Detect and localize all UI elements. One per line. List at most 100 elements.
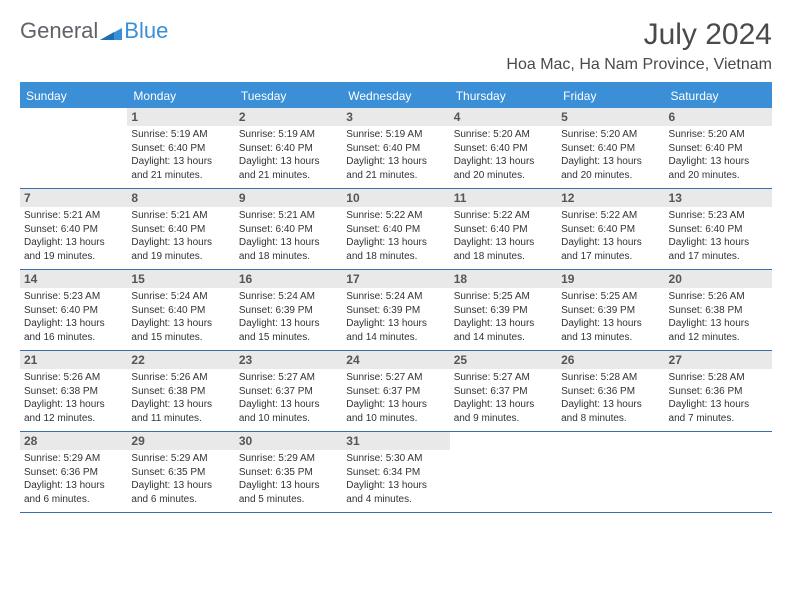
day-number: 5: [561, 110, 660, 124]
day-number: 29: [131, 434, 230, 448]
sunset-text: Sunset: 6:35 PM: [131, 466, 230, 480]
sunset-text: Sunset: 6:40 PM: [561, 223, 660, 237]
sunrise-text: Sunrise: 5:22 AM: [561, 209, 660, 223]
sunset-text: Sunset: 6:40 PM: [669, 223, 768, 237]
day-number: 1: [131, 110, 230, 124]
day-number: 19: [561, 272, 660, 286]
day-cell: [450, 432, 557, 512]
day-cell: [20, 108, 127, 188]
sunset-text: Sunset: 6:36 PM: [561, 385, 660, 399]
sunrise-text: Sunrise: 5:20 AM: [454, 128, 553, 142]
calendar-page: General Blue July 2024 Hoa Mac, Ha Nam P…: [0, 0, 792, 531]
day-header: Monday: [127, 84, 234, 108]
sunrise-text: Sunrise: 5:22 AM: [454, 209, 553, 223]
day-number-wrap: 2: [235, 108, 342, 126]
day-cell: 11Sunrise: 5:22 AMSunset: 6:40 PMDayligh…: [450, 189, 557, 269]
day-cell: 15Sunrise: 5:24 AMSunset: 6:40 PMDayligh…: [127, 270, 234, 350]
daylight-text: Daylight: 13 hours and 11 minutes.: [131, 398, 230, 425]
day-cell: 17Sunrise: 5:24 AMSunset: 6:39 PMDayligh…: [342, 270, 449, 350]
day-cell: [557, 432, 664, 512]
day-number-wrap: 23: [235, 351, 342, 369]
logo-triangle-icon: [100, 22, 122, 40]
daylight-text: Daylight: 13 hours and 21 minutes.: [239, 155, 338, 182]
day-number-wrap: 27: [665, 351, 772, 369]
day-number: 13: [669, 191, 768, 205]
sunset-text: Sunset: 6:39 PM: [561, 304, 660, 318]
daylight-text: Daylight: 13 hours and 17 minutes.: [669, 236, 768, 263]
day-cell: 4Sunrise: 5:20 AMSunset: 6:40 PMDaylight…: [450, 108, 557, 188]
day-number: 30: [239, 434, 338, 448]
logo: General Blue: [20, 18, 168, 44]
sunrise-text: Sunrise: 5:19 AM: [239, 128, 338, 142]
day-number: 3: [346, 110, 445, 124]
sunset-text: Sunset: 6:35 PM: [239, 466, 338, 480]
sunrise-text: Sunrise: 5:27 AM: [346, 371, 445, 385]
day-number: 6: [669, 110, 768, 124]
day-number-wrap: 22: [127, 351, 234, 369]
sunrise-text: Sunrise: 5:26 AM: [131, 371, 230, 385]
day-number-wrap: 13: [665, 189, 772, 207]
sunrise-text: Sunrise: 5:27 AM: [239, 371, 338, 385]
day-header: Sunday: [20, 84, 127, 108]
sunrise-text: Sunrise: 5:25 AM: [454, 290, 553, 304]
day-cell: 12Sunrise: 5:22 AMSunset: 6:40 PMDayligh…: [557, 189, 664, 269]
daylight-text: Daylight: 13 hours and 14 minutes.: [346, 317, 445, 344]
sunrise-text: Sunrise: 5:29 AM: [131, 452, 230, 466]
day-number: 31: [346, 434, 445, 448]
sunset-text: Sunset: 6:39 PM: [346, 304, 445, 318]
sunrise-text: Sunrise: 5:26 AM: [669, 290, 768, 304]
week-row: 7Sunrise: 5:21 AMSunset: 6:40 PMDaylight…: [20, 189, 772, 270]
daylight-text: Daylight: 13 hours and 20 minutes.: [669, 155, 768, 182]
sunset-text: Sunset: 6:40 PM: [239, 142, 338, 156]
day-number: 4: [454, 110, 553, 124]
day-cell: 23Sunrise: 5:27 AMSunset: 6:37 PMDayligh…: [235, 351, 342, 431]
day-number-wrap: 26: [557, 351, 664, 369]
day-number-wrap: 5: [557, 108, 664, 126]
day-number: 20: [669, 272, 768, 286]
sunrise-text: Sunrise: 5:23 AM: [24, 290, 123, 304]
daylight-text: Daylight: 13 hours and 6 minutes.: [131, 479, 230, 506]
daylight-text: Daylight: 13 hours and 21 minutes.: [346, 155, 445, 182]
sunrise-text: Sunrise: 5:29 AM: [239, 452, 338, 466]
day-number: 14: [24, 272, 123, 286]
sunset-text: Sunset: 6:38 PM: [669, 304, 768, 318]
week-row: 21Sunrise: 5:26 AMSunset: 6:38 PMDayligh…: [20, 351, 772, 432]
sunset-text: Sunset: 6:40 PM: [131, 304, 230, 318]
calendar-grid: SundayMondayTuesdayWednesdayThursdayFrid…: [20, 82, 772, 513]
sunset-text: Sunset: 6:37 PM: [239, 385, 338, 399]
daylight-text: Daylight: 13 hours and 15 minutes.: [239, 317, 338, 344]
sunrise-text: Sunrise: 5:24 AM: [239, 290, 338, 304]
daylight-text: Daylight: 13 hours and 9 minutes.: [454, 398, 553, 425]
sunrise-text: Sunrise: 5:23 AM: [669, 209, 768, 223]
header: General Blue July 2024 Hoa Mac, Ha Nam P…: [20, 18, 772, 74]
day-cell: 5Sunrise: 5:20 AMSunset: 6:40 PMDaylight…: [557, 108, 664, 188]
day-cell: 29 Sunrise: 5:29 AMSunset: 6:35 PMDayligh…: [127, 432, 234, 512]
daylight-text: Daylight: 13 hours and 19 minutes.: [131, 236, 230, 263]
day-number-wrap: 7: [20, 189, 127, 207]
sunrise-text: Sunrise: 5:20 AM: [669, 128, 768, 142]
daylight-text: Daylight: 13 hours and 21 minutes.: [131, 155, 230, 182]
day-cell: 8Sunrise: 5:21 AMSunset: 6:40 PMDaylight…: [127, 189, 234, 269]
day-number: 15: [131, 272, 230, 286]
daylight-text: Daylight: 13 hours and 4 minutes.: [346, 479, 445, 506]
daylight-text: Daylight: 13 hours and 18 minutes.: [346, 236, 445, 263]
daylight-text: Daylight: 13 hours and 8 minutes.: [561, 398, 660, 425]
day-number: 7: [24, 191, 123, 205]
daylight-text: Daylight: 13 hours and 20 minutes.: [561, 155, 660, 182]
day-number: 12: [561, 191, 660, 205]
sunset-text: Sunset: 6:37 PM: [454, 385, 553, 399]
sunset-text: Sunset: 6:40 PM: [346, 223, 445, 237]
sunrise-text: Sunrise: 5:21 AM: [24, 209, 123, 223]
day-number: 10: [346, 191, 445, 205]
day-number: 23: [239, 353, 338, 367]
day-number: 18: [454, 272, 553, 286]
daylight-text: Daylight: 13 hours and 13 minutes.: [561, 317, 660, 344]
week-row: 1Sunrise: 5:19 AMSunset: 6:40 PMDaylight…: [20, 108, 772, 189]
weeks-container: 1Sunrise: 5:19 AMSunset: 6:40 PMDaylight…: [20, 108, 772, 513]
sunrise-text: Sunrise: 5:21 AM: [131, 209, 230, 223]
daylight-text: Daylight: 13 hours and 14 minutes.: [454, 317, 553, 344]
day-cell: 20Sunrise: 5:26 AMSunset: 6:38 PMDayligh…: [665, 270, 772, 350]
day-cell: 1Sunrise: 5:19 AMSunset: 6:40 PMDaylight…: [127, 108, 234, 188]
day-header: Wednesday: [342, 84, 449, 108]
day-cell: 3Sunrise: 5:19 AMSunset: 6:40 PMDaylight…: [342, 108, 449, 188]
